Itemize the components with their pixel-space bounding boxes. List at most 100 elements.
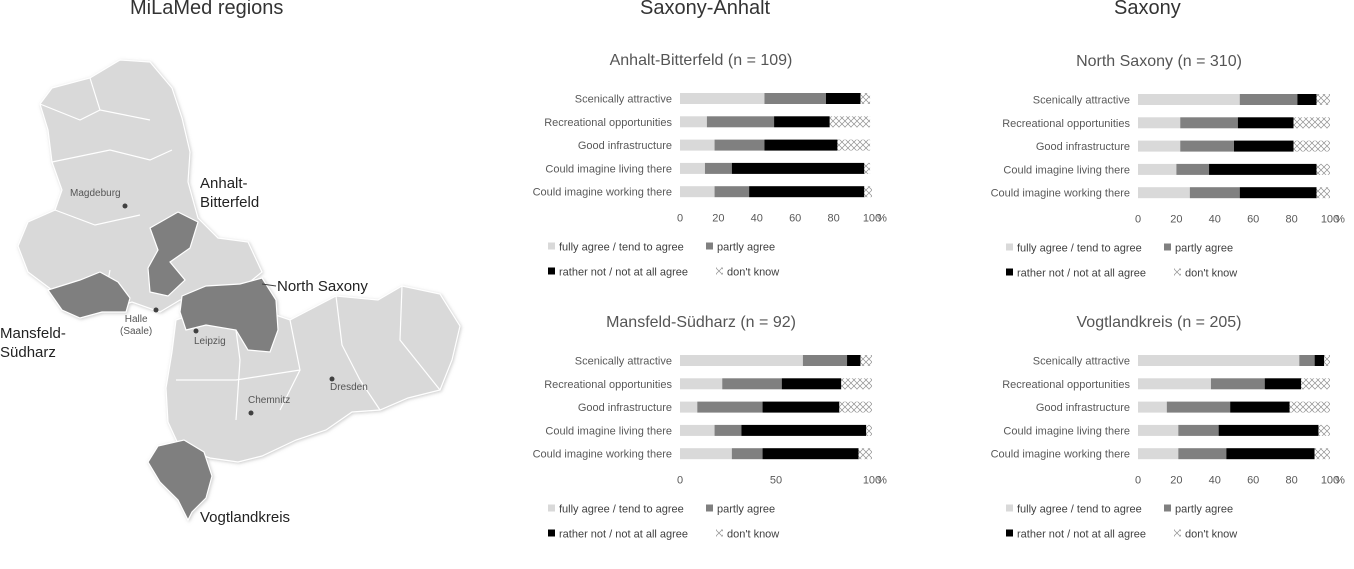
category-label: Recreational opportunities	[544, 117, 672, 129]
not-agree-segment	[1237, 117, 1294, 129]
legend-swatch	[716, 267, 723, 275]
dont-know-segment	[1293, 117, 1330, 129]
chart-title: Mansfeld-Südharz (n = 92)	[606, 314, 796, 331]
not-agree-segment	[1218, 424, 1319, 436]
category-label: Good infrastructure	[1036, 141, 1130, 153]
not-agree-segment	[762, 448, 859, 460]
agree-segment	[680, 401, 698, 413]
x-tick-label: 0	[1135, 214, 1141, 226]
region-mansfeld-suedharz	[47, 271, 131, 319]
x-tick-label: 60	[1247, 214, 1259, 226]
agree-segment	[1138, 117, 1181, 129]
chart-svg: Scenically attractive Recreational opport…	[991, 94, 1345, 280]
legend-label: partly agree	[1175, 504, 1233, 516]
dont-know-segment	[864, 162, 871, 174]
legend-label: fully agree / tend to agree	[1017, 504, 1142, 516]
x-tick-label: 40	[1209, 214, 1221, 226]
legend-label: don't know	[1185, 529, 1237, 541]
partly-segment	[1178, 424, 1219, 436]
dont-know-segment	[1324, 355, 1330, 366]
x-tick-label: 0	[677, 475, 683, 487]
saxony-anhalt-outline	[17, 59, 263, 313]
legend-swatch	[548, 267, 555, 275]
legend-swatch	[548, 504, 555, 512]
legend-swatch	[706, 504, 713, 512]
dont-know-segment	[1314, 448, 1330, 460]
city-marker-dresden	[329, 376, 335, 382]
legend-swatch	[1174, 529, 1181, 537]
city-marker-halle	[153, 307, 159, 313]
legend-swatch	[1164, 504, 1171, 512]
x-tick-label: 80	[1285, 475, 1297, 487]
agree-segment	[680, 116, 707, 128]
x-tick-label: 80	[827, 213, 839, 225]
legend-label: fully agree / tend to agree	[1017, 243, 1142, 255]
city-marker-magdeburg	[122, 203, 128, 209]
agree-segment	[1138, 140, 1181, 152]
partly-segment	[802, 355, 848, 366]
agree-segment	[1138, 424, 1179, 436]
x-unit-label: %	[1335, 214, 1345, 226]
region-anhalt-bitterfeld	[147, 211, 199, 297]
dont-know-segment	[858, 448, 872, 460]
legend-label: don't know	[727, 267, 779, 279]
partly-segment	[1180, 140, 1234, 152]
legend-label: rather not / not at all agree	[559, 267, 688, 279]
x-tick-label: 100	[863, 475, 881, 487]
legend-label: fully agree / tend to agree	[559, 504, 684, 516]
partly-segment	[704, 162, 732, 174]
agree-segment	[680, 139, 715, 151]
partly-segment	[1166, 401, 1231, 413]
chart-mansfeld-suedharz: Mansfeld-Südharz (n = 92) Scenically att…	[506, 314, 896, 569]
partly-segment	[714, 139, 765, 151]
legend-swatch	[1006, 268, 1013, 276]
chart-title: Vogtlandkreis (n = 205)	[1076, 314, 1242, 331]
legend-swatch	[716, 529, 723, 537]
legend-swatch	[1006, 243, 1013, 251]
dont-know-segment	[841, 378, 872, 390]
not-agree-segment	[1314, 355, 1325, 366]
partly-segment	[1180, 117, 1238, 129]
x-tick-label: 20	[1170, 475, 1182, 487]
category-label: Could imagine working there	[533, 187, 672, 199]
partly-segment	[706, 116, 775, 128]
legend-label: partly agree	[1175, 243, 1233, 255]
category-label: Recreational opportunities	[544, 379, 672, 391]
category-label: Scenically attractive	[1033, 95, 1130, 107]
legend-label: fully agree / tend to agree	[559, 242, 684, 254]
region-north-saxony	[179, 277, 279, 353]
dont-know-segment	[860, 93, 871, 104]
legend-label: rather not / not at all agree	[559, 529, 688, 541]
map-heading: MiLaMed regions	[130, 0, 284, 19]
category-label: Good infrastructure	[1036, 402, 1130, 414]
category-label: Could imagine living there	[1003, 164, 1130, 176]
partly-segment	[1299, 355, 1315, 366]
partly-segment	[764, 93, 826, 104]
dont-know-segment	[860, 355, 872, 366]
agree-segment	[1138, 401, 1167, 413]
chart-svg: Scenically attractive Recreational opport…	[533, 93, 887, 279]
agree-segment	[1138, 187, 1190, 199]
agree-segment	[680, 378, 723, 390]
category-label: Could imagine living there	[1003, 425, 1130, 437]
legend-label: rather not / not at all agree	[1017, 268, 1146, 280]
not-agree-segment	[764, 139, 838, 151]
agree-segment	[1138, 94, 1240, 105]
chart-title: North Saxony (n = 310)	[1076, 53, 1242, 70]
agree-segment	[680, 355, 803, 366]
city-label-dresden: Dresden	[330, 382, 368, 393]
agree-segment	[1138, 448, 1179, 460]
x-tick-label: 100	[1321, 214, 1339, 226]
legend-label: partly agree	[717, 504, 775, 516]
not-agree-segment	[731, 162, 865, 174]
category-label: Scenically attractive	[575, 356, 672, 368]
partly-segment	[1178, 448, 1227, 460]
not-agree-segment	[847, 355, 861, 366]
not-agree-segment	[1209, 163, 1317, 175]
partly-segment	[1210, 378, 1265, 390]
chart-title: Anhalt-Bitterfeld (n = 109)	[609, 52, 793, 69]
not-agree-segment	[781, 378, 842, 390]
dont-know-segment	[1301, 378, 1330, 390]
x-unit-label: %	[1335, 475, 1345, 487]
dont-know-segment	[839, 401, 872, 413]
